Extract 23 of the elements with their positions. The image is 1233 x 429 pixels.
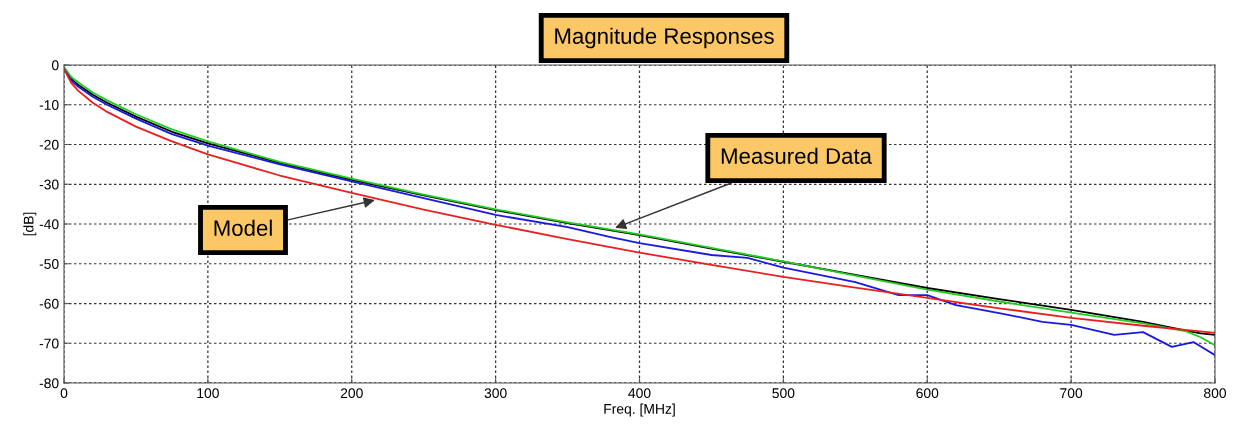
x-tick-label: 500 [772,388,795,399]
x-axis-title: Freq. [MHz] [604,403,675,417]
y-tick-label: 0 [51,60,59,71]
x-tick-label: 800 [1204,388,1227,399]
y-tick-label: -50 [39,259,59,269]
x-tick-label: 400 [628,388,651,399]
chart-title: Magnitude Responses [555,27,774,49]
y-tick-label: -20 [39,139,59,150]
x-tick-label: 200 [340,388,363,399]
y-tick-label: -10 [39,100,59,110]
x-tick-label: 300 [484,388,507,399]
y-tick-label: -70 [39,338,59,349]
y-tick-label: -40 [39,219,59,230]
x-tick-label: 0 [60,388,68,399]
x-tick-label: 700 [1060,388,1083,399]
y-tick-label: -80 [39,378,59,389]
y-tick-label: -60 [39,298,59,309]
annotation: Measured Data [721,147,872,164]
y-tick-label: -30 [39,179,59,190]
annotation: Model [214,219,272,236]
x-tick-label: 600 [916,388,939,399]
y-axis-title: [dB] [23,212,37,236]
x-tick-label: 100 [197,388,219,399]
